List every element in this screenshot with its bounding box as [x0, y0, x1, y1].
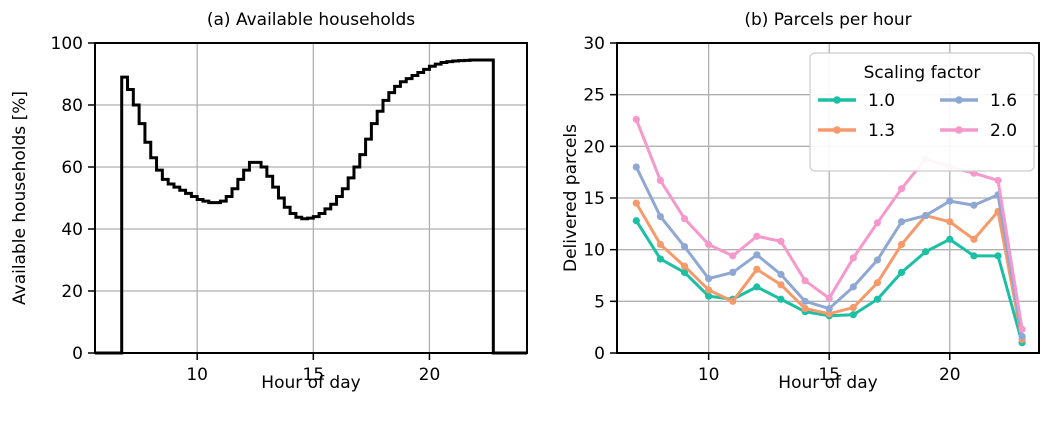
data-point-1.6: [705, 275, 713, 283]
data-point-1.0: [946, 235, 954, 243]
x-tick-label: 15: [303, 365, 325, 385]
data-point-1.0: [777, 295, 785, 303]
data-point-1.3: [705, 286, 713, 294]
y-tick-label: 0: [72, 344, 83, 364]
legend-box: [809, 52, 1035, 172]
data-point-2.0: [897, 185, 906, 193]
legend-marker-1.0: [833, 96, 841, 104]
data-point-1.3: [777, 281, 785, 289]
y-tick-label: 5: [594, 292, 605, 312]
data-point-1.0: [994, 252, 1002, 260]
y-tick-label: 40: [61, 220, 83, 240]
data-point-1.6: [970, 201, 978, 209]
legend: Scaling factor 1.0 1.3 1.6 2.0: [809, 52, 1035, 172]
y-tick-label: 25: [583, 86, 605, 106]
y-tick-label: 10: [583, 241, 605, 261]
y-tick-label: 30: [583, 34, 605, 54]
data-point-1.3: [970, 235, 978, 243]
data-point-1.6: [801, 297, 809, 305]
data-point-2.0: [680, 215, 689, 223]
x-tick-label: 20: [939, 365, 961, 385]
y-axis-label: Available households [%]: [10, 91, 30, 305]
data-point-1.6: [729, 268, 737, 276]
data-point-1.6: [753, 251, 761, 259]
data-point-1.6: [825, 304, 833, 313]
data-point-2.0: [801, 277, 809, 285]
data-point-1.3: [825, 310, 833, 318]
data-point-1.6: [777, 270, 785, 279]
y-tick-label: 60: [61, 158, 83, 178]
legend-label-1.6: 1.6: [990, 91, 1017, 111]
data-point-1.3: [656, 240, 665, 249]
households-step-line: [95, 58, 527, 355]
data-point-1.0: [873, 295, 882, 303]
data-point-1.0: [753, 283, 761, 291]
data-point-2.0: [873, 219, 882, 227]
panel-parcels-per-hour: 10 15 20 0 5 10 15 20 25 30 (b) Parcels per hour Ho…: [561, 10, 1040, 393]
data-point-2.0: [1018, 325, 1026, 333]
data-point-1.6: [1018, 332, 1026, 341]
data-point-1.0: [849, 311, 857, 319]
data-point-1.3: [897, 240, 906, 249]
x-tick-label: 10: [186, 365, 208, 385]
data-point-1.0: [970, 252, 978, 260]
data-point-2.0: [632, 115, 640, 124]
legend-title: Scaling factor: [864, 63, 981, 83]
data-point-1.0: [656, 255, 665, 263]
data-point-1.3: [801, 304, 809, 313]
data-point-1.3: [680, 262, 689, 270]
panel-available-households: 10 15 20 0 20 40 60 80 100 (a) Available househol…: [10, 10, 528, 393]
data-point-1.0: [922, 248, 930, 256]
data-point-1.6: [922, 211, 930, 220]
y-tick-label: 15: [583, 189, 605, 209]
data-point-1.6: [873, 256, 882, 264]
data-point-1.0: [705, 292, 713, 300]
data-point-2.0: [994, 176, 1002, 185]
legend-label-1.3: 1.3: [868, 121, 895, 141]
data-point-1.3: [753, 265, 761, 273]
data-point-1.3: [632, 199, 640, 207]
y-axis-label: Delivered parcels: [561, 124, 581, 272]
data-point-1.0: [632, 217, 640, 225]
data-point-1.6: [632, 163, 640, 171]
x-tick-label: 15: [818, 365, 840, 385]
data-point-1.3: [849, 303, 857, 312]
y-tick-label: 0: [594, 344, 605, 364]
legend-label-2.0: 2.0: [990, 121, 1017, 141]
data-point-1.0: [897, 268, 906, 276]
data-point-1.3: [873, 279, 882, 287]
y-tick-label: 20: [583, 137, 605, 157]
data-point-2.0: [777, 237, 785, 245]
data-point-2.0: [705, 240, 713, 249]
x-axis-label: Hour of day: [778, 373, 877, 393]
data-point-2.0: [753, 232, 761, 240]
x-tick-label: 10: [698, 365, 720, 385]
data-point-1.6: [849, 283, 857, 291]
chart-title: (b) Parcels per hour: [744, 10, 911, 30]
data-point-2.0: [729, 252, 737, 260]
data-point-1.6: [897, 218, 906, 226]
legend-marker-1.3: [833, 126, 841, 134]
data-point-2.0: [825, 294, 833, 302]
plot-frame: [94, 42, 528, 354]
legend-marker-2.0: [955, 126, 963, 134]
y-tick-label: 80: [61, 96, 83, 116]
data-point-1.3: [946, 218, 954, 226]
x-axis-label: Hour of day: [261, 373, 360, 393]
data-point-1.0: [680, 268, 689, 276]
y-tick-label: 100: [51, 34, 83, 54]
data-point-2.0: [849, 254, 857, 262]
data-point-1.6: [680, 242, 689, 251]
data-point-2.0: [656, 176, 665, 185]
x-tick-label: 20: [419, 365, 441, 385]
chart-title: (a) Available households: [207, 10, 415, 30]
legend-label-1.0: 1.0: [868, 91, 895, 111]
data-point-1.6: [946, 197, 954, 205]
legend-marker-1.6: [955, 96, 963, 104]
data-point-1.3: [729, 297, 737, 305]
y-tick-label: 20: [61, 282, 83, 302]
data-point-1.6: [656, 213, 665, 221]
